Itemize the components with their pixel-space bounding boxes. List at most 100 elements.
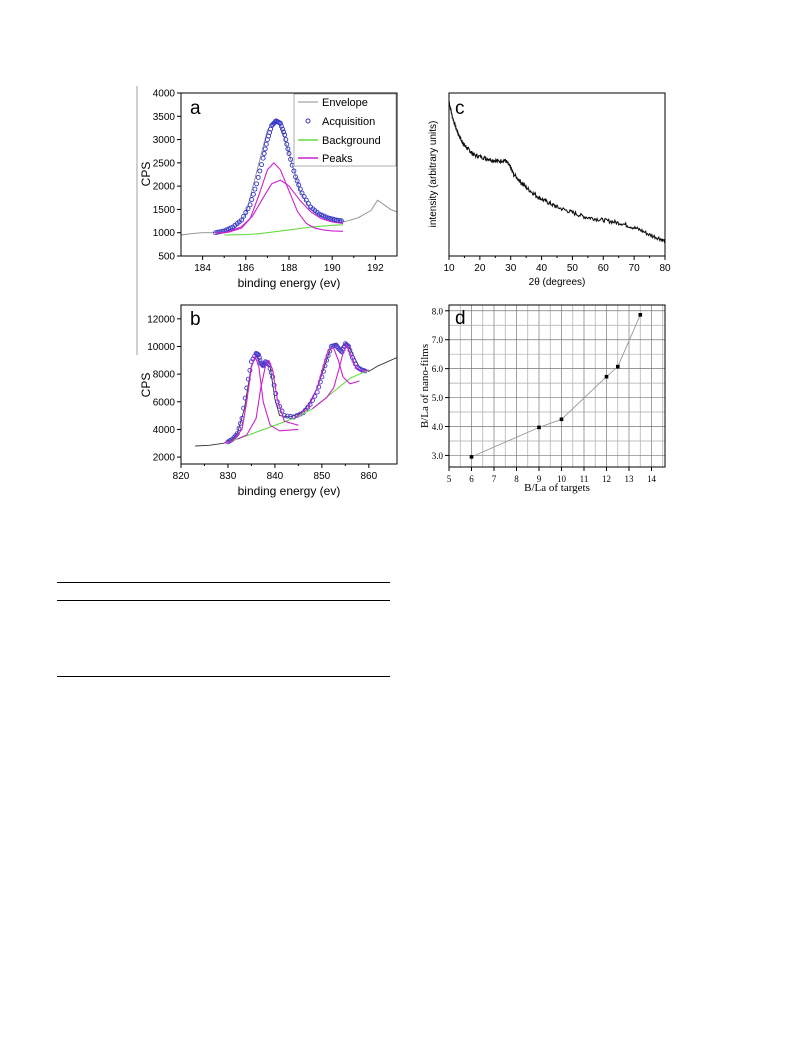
y-tick-label-b: 6000 [153,397,176,408]
y-tick-label-a: 2000 [153,182,176,193]
acquisition-point-b [277,403,283,409]
acquisition-point-a [291,168,297,174]
x-tick-label-d: 14 [647,474,657,484]
acquisition-point-a [213,230,219,236]
y-axis-label-a: CPS [139,162,153,187]
acquisition-point-a [260,155,266,161]
acquisition-point-a [293,174,298,180]
acquisition-point-a [297,186,303,192]
acquisition-point-a [283,137,289,143]
acquisition-point-a [277,120,283,126]
data-point-d [616,364,620,369]
acquisition-point-a [286,151,292,156]
acquisition-point-a [285,146,291,152]
panel-label-c: c [455,98,465,119]
legend-box-a [293,93,397,167]
series-background-a [224,224,344,236]
data-point-d [469,455,474,459]
acquisition-point-b [256,352,261,358]
x-tick-label-d: 6 [469,474,474,484]
acquisition-point-a [282,132,288,138]
data-point-d [537,425,541,430]
series-line-d [471,314,641,458]
y-tick-label-b: 8000 [153,370,176,381]
acquisition-point-b [317,379,323,385]
acquisition-point-a [296,182,302,188]
panel-label-b: b [190,309,201,330]
x-axis-label-d: B/La of targets [524,482,590,494]
acquisition-point-a [241,213,247,219]
x-tick-label-a: 192 [367,263,384,274]
x-tick-label-d: 10 [557,474,567,484]
acquisition-point-a [294,178,300,184]
acquisition-point-a [278,123,284,129]
legend-label-background: Background [322,135,381,147]
acquisition-point-b [316,384,322,390]
x-tick-label-a: 186 [237,263,254,274]
x-tick-label-b: 820 [173,471,190,482]
acquisition-point-a [288,156,294,162]
plot-area-c [449,101,665,243]
acquisition-point-a [284,141,290,147]
acquisition-point-a [325,215,331,221]
panel-b: 820 830 840 850 860 2000 4000 6000 8000 10000 1200… [139,304,398,498]
y-tick-label-a: 1500 [153,205,176,216]
acquisition-point-b [236,426,242,431]
x-tick-label-a: 184 [194,263,211,274]
acquisition-point-a [327,215,333,221]
acquisition-point-a [305,201,311,207]
y-tick-label-b: 2000 [153,453,176,464]
x-tick-label-d: 8 [514,474,519,484]
table-top-rule [57,582,390,583]
axis-ticks-c: 10 20 30 40 50 60 70 80 [443,256,671,274]
y-tick-label-d: 8.0 [432,306,444,316]
y-tick-label-a: 3500 [153,112,176,123]
acquisition-point-a [281,129,287,135]
acquisition-point-a [217,229,223,235]
acquisition-point-a [247,202,253,208]
acquisition-point-a [303,197,309,203]
series-peaks-a [215,179,344,235]
y-tick-label-a: 2500 [153,158,176,169]
y-tick-label-d: 6.0 [432,364,444,374]
series-peaks-b [312,344,369,410]
x-tick-label-d: 9 [537,474,542,484]
acquisition-point-a [261,151,267,156]
x-tick-label-c: 60 [598,263,610,274]
data-point-d [604,374,609,379]
acquisition-point-a [250,191,256,197]
acquisition-point-b [247,367,253,373]
series-xrd-c [449,101,665,243]
axes-frame-b [180,304,398,465]
acquisition-point-a [299,190,305,196]
x-tick-label-d: 12 [602,474,611,484]
series-peaks-b [293,347,360,419]
plot-area-a [181,118,397,236]
x-tick-label-b: 830 [220,471,237,482]
acquisition-point-a [255,174,261,180]
legend-label-envelope: Envelope [322,97,368,109]
axes-frame-d [448,304,666,468]
y-tick-label-b: 10000 [147,342,175,353]
x-tick-label-b: 850 [314,471,331,482]
plot-area-d [469,313,643,459]
x-tick-label-b: 860 [360,471,377,482]
legend-swatch-acquisition [305,118,311,124]
legend-a: Envelope Acquisition Background Peaks [293,93,397,167]
x-tick-label-c: 50 [567,263,579,274]
axes-frame-c [448,92,666,257]
plot-area-b [195,341,397,447]
acquisition-point-a [263,141,269,147]
acquisition-point-a [239,217,244,223]
acquisition-point-a [249,197,255,202]
y-tick-label-d: 5.0 [432,393,444,403]
table-bottom-rule [57,676,390,677]
x-tick-label-c: 40 [536,263,548,274]
series-peaks-b [223,355,299,444]
x-tick-label-b: 840 [267,471,284,482]
x-tick-label-c: 80 [659,263,671,274]
legend-label-peaks: Peaks [322,153,353,165]
acquisition-point-a [316,211,322,217]
panel-label-a: a [190,98,201,119]
y-tick-label-b: 4000 [153,425,176,436]
